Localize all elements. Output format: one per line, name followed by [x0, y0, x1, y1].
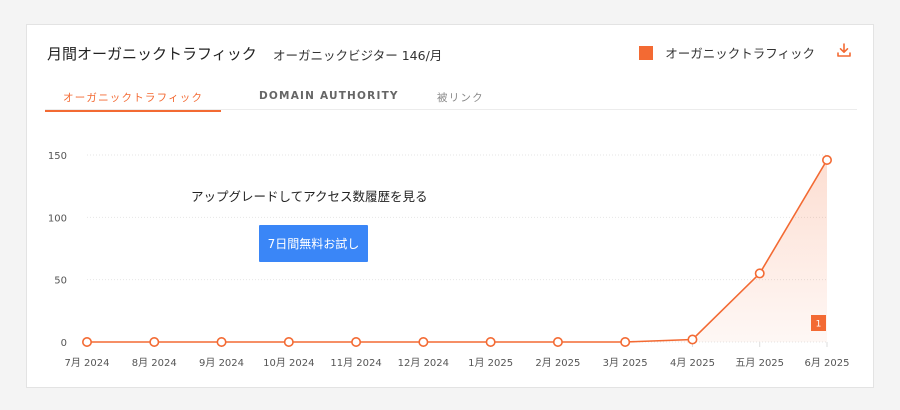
y-tick-label: 0	[61, 338, 67, 349]
series-area	[87, 160, 827, 342]
data-point	[754, 268, 765, 279]
data-point	[149, 336, 160, 347]
x-tick-label: 10月 2024	[263, 357, 314, 369]
data-point	[620, 336, 631, 347]
x-tick-label: 12月 2024	[398, 357, 449, 369]
annotation-marker	[811, 315, 826, 331]
x-tick-label: 9月 2024	[199, 357, 244, 369]
x-tick-label: 五月 2025	[735, 357, 784, 369]
traffic-card: 1 0 50 100 150 7月 2024 8月 2024 9月 2024 10月 2024…	[26, 24, 874, 388]
x-tick-label: 6月 2025	[805, 357, 850, 369]
annotation-label: 1	[816, 320, 822, 330]
y-tick-label: 50	[54, 276, 67, 287]
x-tick-label: 1月 2025	[468, 357, 513, 369]
data-point	[216, 336, 227, 347]
data-point	[351, 336, 362, 347]
tab-backlinks[interactable]: 被リンク	[437, 92, 484, 104]
x-tick-label: 11月 2024	[330, 357, 381, 369]
chart-legend[interactable]: オーガニックトラフィック	[639, 43, 815, 62]
tab-organic-traffic[interactable]: オーガニックトラフィック	[44, 92, 222, 112]
data-point	[485, 336, 496, 347]
y-tick-label: 150	[48, 151, 67, 162]
x-tick-label: 8月 2024	[132, 357, 177, 369]
chart-title: 月間オーガニックトラフィック	[47, 45, 257, 63]
x-tick-label: 2月 2025	[535, 357, 580, 369]
upgrade-message: アップグレードしてアクセス数履歴を見る	[191, 189, 428, 204]
traffic-chart: 1 0 50 100 150 7月 2024 8月 2024 9月 2024 10月 2024…	[48, 151, 850, 369]
data-point	[687, 334, 698, 345]
data-point	[283, 336, 294, 347]
free-trial-button[interactable]: 7日間無料お試し	[259, 225, 368, 262]
data-point	[81, 336, 92, 347]
y-tick-label: 100	[48, 213, 67, 224]
x-tick-label: 3月 2025	[603, 357, 648, 369]
chart-tabs: オーガニックトラフィック DOMAIN AUTHORITY 被リンク	[44, 87, 857, 112]
data-point	[552, 336, 563, 347]
legend-label: オーガニックトラフィック	[665, 46, 815, 61]
x-tick-label: 7月 2024	[65, 357, 110, 369]
series-line	[87, 159, 828, 343]
tab-domain-authority[interactable]: DOMAIN AUTHORITY	[259, 90, 399, 102]
data-point	[821, 154, 832, 165]
legend-swatch	[639, 45, 654, 60]
x-tick-label: 4月 2025	[670, 357, 715, 369]
data-point	[418, 336, 429, 347]
download-icon[interactable]	[835, 41, 853, 59]
organic-visitors-summary: オーガニックビジター 146/月	[273, 48, 443, 63]
